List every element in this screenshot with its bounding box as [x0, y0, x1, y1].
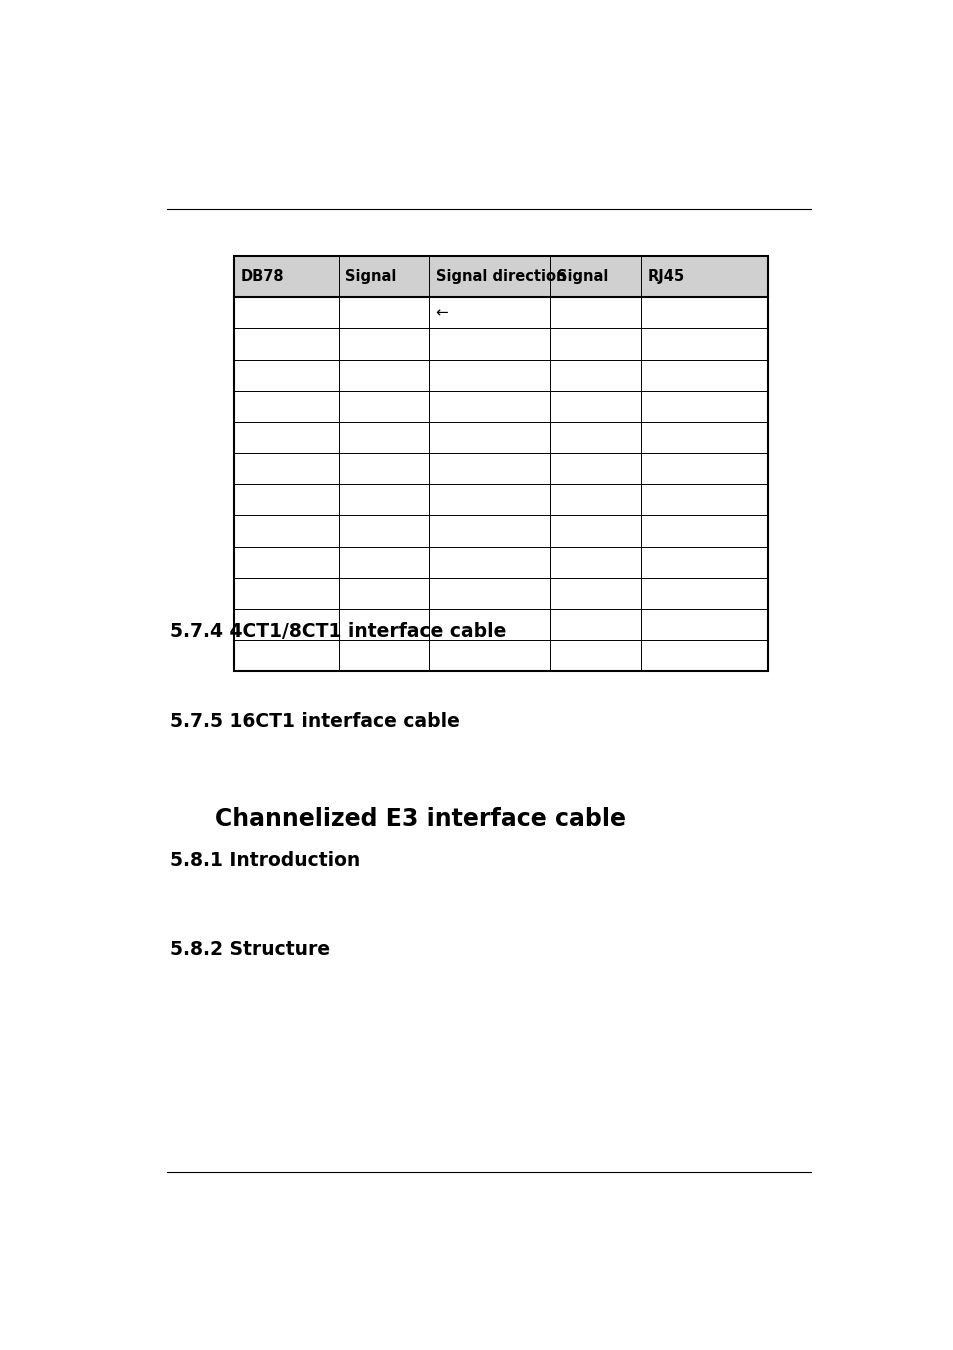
Bar	[233, 255, 767, 297]
Text: 5.8.1 Introduction: 5.8.1 Introduction	[170, 850, 359, 869]
Text: Signal direction: Signal direction	[436, 269, 565, 284]
Text: Channelized E3 interface cable: Channelized E3 interface cable	[215, 807, 626, 832]
Text: DB78: DB78	[240, 269, 284, 284]
Text: 5.7.4 4CT1/8CT1 interface cable: 5.7.4 4CT1/8CT1 interface cable	[170, 622, 505, 641]
Text: RJ45: RJ45	[647, 269, 684, 284]
Text: Signal: Signal	[557, 269, 608, 284]
Text: Signal: Signal	[345, 269, 396, 284]
Bar	[233, 255, 767, 671]
Text: 5.8.2 Structure: 5.8.2 Structure	[170, 941, 330, 960]
Text: ←: ←	[436, 305, 448, 320]
Text: 5.7.5 16CT1 interface cable: 5.7.5 16CT1 interface cable	[170, 711, 459, 730]
